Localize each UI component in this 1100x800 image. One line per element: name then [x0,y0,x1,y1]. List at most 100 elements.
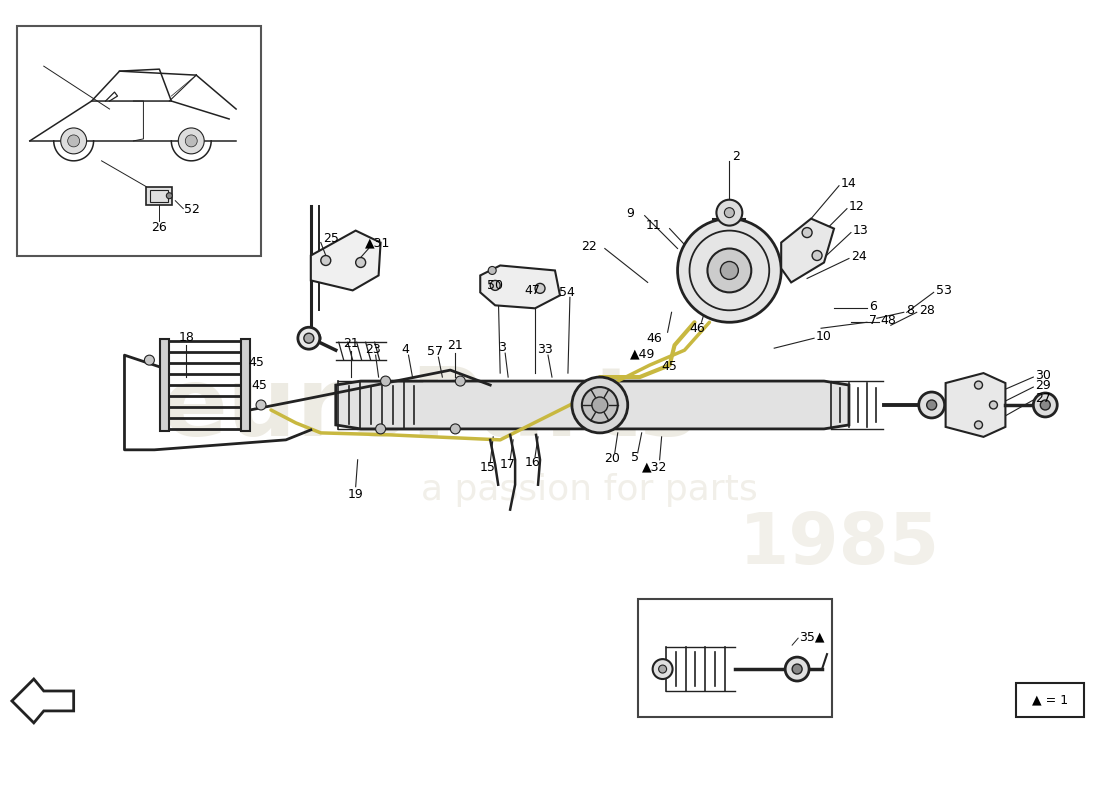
Circle shape [1041,400,1050,410]
Polygon shape [781,218,834,282]
Polygon shape [481,266,560,308]
Text: 24: 24 [851,250,867,263]
Circle shape [185,135,197,147]
Text: 27: 27 [1035,391,1052,405]
Text: 16: 16 [525,456,540,470]
Circle shape [785,657,810,681]
Circle shape [926,400,937,410]
Circle shape [707,249,751,292]
Circle shape [381,376,390,386]
Text: 50: 50 [487,279,503,292]
Circle shape [572,377,628,433]
Text: 20: 20 [604,452,619,466]
Text: ▲49: ▲49 [629,348,656,361]
Text: 30: 30 [1035,369,1052,382]
Text: 3: 3 [498,341,506,354]
Text: euroParts: euroParts [163,363,698,457]
Text: 5: 5 [630,451,639,464]
Text: 13: 13 [852,224,869,237]
Text: a passion for parts: a passion for parts [421,473,758,506]
Circle shape [678,218,781,322]
Circle shape [355,258,365,267]
Circle shape [720,262,738,279]
Circle shape [812,250,822,261]
Text: 15: 15 [480,462,495,474]
Text: 33: 33 [537,342,553,356]
Circle shape [1033,393,1057,417]
Circle shape [298,327,320,349]
FancyBboxPatch shape [16,26,261,255]
Circle shape [304,334,313,343]
Circle shape [60,128,87,154]
Text: 8: 8 [905,304,914,317]
Circle shape [918,392,945,418]
Circle shape [450,424,460,434]
Text: 53: 53 [936,284,952,297]
Text: 21: 21 [448,338,463,352]
Text: 52: 52 [185,203,200,216]
Text: 18: 18 [178,330,195,344]
Text: 17: 17 [499,458,515,471]
Polygon shape [336,381,849,429]
Circle shape [144,355,154,365]
Polygon shape [12,679,74,723]
Text: 21: 21 [343,337,359,350]
Text: 25: 25 [322,232,339,245]
Bar [241,339,250,431]
Text: 1985: 1985 [738,510,939,579]
Bar [146,186,173,205]
Text: 45: 45 [251,378,267,391]
Circle shape [455,376,465,386]
Circle shape [178,128,205,154]
Circle shape [725,208,735,218]
Text: 19: 19 [348,488,364,501]
Text: ▲31: ▲31 [364,236,390,249]
Text: 46: 46 [690,322,705,334]
Text: 7: 7 [869,314,877,326]
Text: 35▲: 35▲ [799,630,825,644]
Text: 9: 9 [626,207,634,220]
Circle shape [68,135,79,147]
Text: 22: 22 [581,240,597,253]
Text: 57: 57 [428,345,443,358]
Circle shape [256,400,266,410]
Circle shape [802,228,812,238]
Text: 48: 48 [881,314,896,326]
Text: 12: 12 [849,200,865,213]
Polygon shape [311,230,381,290]
Text: 45: 45 [661,360,678,373]
Circle shape [535,283,544,294]
Text: 26: 26 [152,221,167,234]
Circle shape [792,664,802,674]
Text: 23: 23 [365,342,381,356]
Text: 28: 28 [918,304,935,317]
Circle shape [990,401,998,409]
Circle shape [309,332,321,344]
Circle shape [582,387,618,423]
Circle shape [592,397,608,413]
Bar [161,339,169,431]
Text: 45: 45 [249,356,264,369]
Text: 29: 29 [1035,378,1052,391]
Text: 2: 2 [733,150,740,163]
Text: 4: 4 [402,342,409,356]
Text: 46: 46 [647,332,662,345]
Text: 10: 10 [816,330,832,342]
Circle shape [975,381,982,389]
Circle shape [716,200,742,226]
Circle shape [652,659,672,679]
Circle shape [166,193,173,198]
Text: ▲32: ▲32 [642,460,668,474]
Circle shape [491,281,501,290]
Circle shape [975,421,982,429]
Circle shape [321,255,331,266]
Circle shape [659,665,667,673]
Bar [151,190,168,202]
Text: 11: 11 [646,219,661,232]
Text: 47: 47 [524,284,540,297]
Bar [1016,683,1085,717]
Polygon shape [946,373,1005,437]
Text: 54: 54 [559,286,575,299]
Text: 6: 6 [869,300,877,313]
FancyBboxPatch shape [638,599,832,717]
